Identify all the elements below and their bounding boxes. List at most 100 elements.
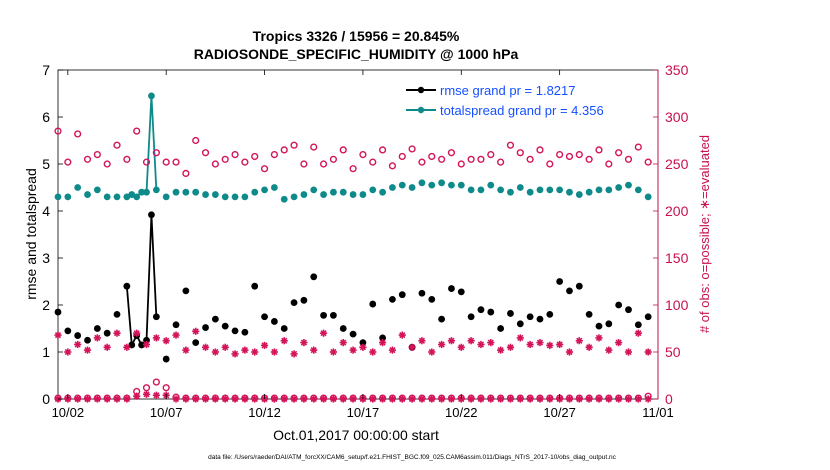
obs-possible-point [418, 158, 426, 166]
obs-rejected-evaluated-point [506, 395, 515, 403]
obs-possible-point [251, 152, 259, 161]
obs-possible-point [624, 155, 633, 163]
totalspread-point [64, 193, 72, 201]
obs-rejected-evaluated-point-stroke [448, 395, 455, 403]
obs-evaluated-point-stroke [379, 339, 386, 346]
totalspread-point [310, 186, 318, 194]
obs-rejected-evaluated-point [585, 395, 593, 403]
totalspread-point [389, 184, 396, 191]
rmse-point [644, 313, 652, 321]
obs-rejected-evaluated-point-stroke [586, 395, 593, 403]
obs-possible-point [546, 160, 554, 168]
totalspread-point [497, 186, 505, 194]
legend-spread-marker [417, 106, 425, 114]
x-tick-label: 10/17 [347, 405, 380, 420]
obs-possible-point [497, 158, 505, 166]
obs-rejected-evaluated-point-stroke [153, 392, 160, 399]
obs-rejected-evaluated-point-stroke [202, 395, 209, 403]
obs-rejected-evaluated-point-stroke [379, 395, 386, 403]
totalspread-point [448, 181, 455, 189]
obs-possible-point [556, 151, 564, 159]
totalspread-line [150, 95, 158, 190]
obs-possible-point [457, 160, 465, 168]
rmse-point [162, 355, 170, 363]
obs-rejected-evaluated-point [349, 395, 357, 403]
obs-possible-point [575, 151, 583, 159]
x-tick-label: 11/01 [642, 405, 674, 420]
obs-possible-point [241, 158, 249, 166]
obs-evaluated-point-stroke [507, 344, 514, 351]
obs-evaluated-point [231, 350, 239, 358]
totalspread-point [300, 191, 308, 198]
obs-rejected-evaluated-point-stroke [310, 395, 317, 403]
obs-evaluated-point-stroke [349, 347, 357, 354]
obs-evaluated-point-stroke [458, 344, 465, 351]
obs-evaluated-point [369, 348, 377, 356]
obs-rejected-evaluated-point [182, 395, 190, 403]
obs-evaluated-point-stroke [615, 339, 622, 346]
obs-evaluated-point [54, 331, 62, 339]
rmse-point [428, 295, 436, 303]
obs-possible-point [142, 158, 151, 166]
rmse-point [634, 321, 642, 329]
obs-evaluated-point-stroke [359, 344, 367, 351]
obs-possible-point [408, 145, 416, 153]
rmse-point [172, 321, 180, 329]
rmse-point [507, 310, 514, 317]
obs-rejected-evaluated-point [103, 395, 111, 403]
obs-evaluated-point [201, 343, 210, 351]
totalspread-line [145, 95, 153, 193]
obs-rejected-evaluated-point-stroke [635, 395, 642, 403]
obs-possible-point [260, 165, 269, 173]
obs-evaluated-point [142, 340, 151, 349]
totalspread-point [379, 188, 386, 196]
obs-rejected-evaluated-point-stroke [418, 395, 426, 403]
obs-evaluated-point [428, 348, 436, 356]
totalspread-point [625, 181, 632, 189]
obs-possible-point [74, 130, 82, 138]
totalspread-point [162, 193, 170, 201]
obs-rejected-evaluated-point-stroke [192, 395, 199, 403]
totalspread-point [133, 193, 141, 201]
totalspread-point [221, 193, 229, 201]
obs-evaluated-point-stroke [300, 339, 308, 346]
obs-rejected-evaluated-point-stroke [527, 395, 534, 403]
obs-rejected-evaluated-point-stroke [281, 395, 288, 403]
totalspread-point [241, 193, 249, 201]
obs-evaluated-point-stroke [271, 348, 278, 356]
obs-evaluated-point [300, 339, 308, 347]
totalspread-point [398, 181, 406, 189]
obs-evaluated-point-stroke [527, 341, 534, 348]
rmse-point [536, 315, 544, 323]
obs-evaluated-point [615, 339, 623, 347]
obs-possible-point [329, 155, 338, 163]
rmse-point [330, 311, 337, 319]
obs-evaluated-point [585, 343, 593, 351]
legend-spread-label: totalspread grand pr = 4.356 [440, 103, 604, 118]
obs-evaluated-point [152, 334, 160, 342]
obs-rejected-evaluated-point [231, 395, 239, 403]
obs-evaluated-point [290, 350, 298, 358]
obs-rejected-evaluated-point-stroke [497, 395, 504, 403]
obs-rejected-evaluated-point [546, 395, 554, 403]
totalspread-point [192, 188, 200, 196]
obs-rejected-evaluated-point [270, 395, 278, 403]
obs-rejected-evaluated-point [418, 395, 426, 403]
rmse-point [123, 282, 131, 290]
obs-possible-point [526, 155, 534, 163]
obs-rejected-evaluated-point-stroke [172, 395, 180, 403]
totalspread-point [556, 186, 564, 194]
obs-evaluated-point [487, 339, 495, 347]
rmse-point [605, 320, 613, 328]
obs-evaluated-point-stroke [241, 347, 248, 354]
obs-rejected-evaluated-point [378, 395, 387, 403]
totalspread-point [546, 186, 554, 194]
y-right-tick-label: 200 [665, 203, 689, 219]
y-right-tick-label: 150 [665, 250, 689, 266]
rmse-point [182, 287, 190, 295]
obs-evaluated-point-stroke [536, 339, 544, 346]
obs-possible-point [113, 141, 121, 149]
obs-rejected-evaluated-point [142, 390, 151, 398]
obs-possible-point [447, 149, 456, 157]
rmse-point [261, 313, 268, 321]
